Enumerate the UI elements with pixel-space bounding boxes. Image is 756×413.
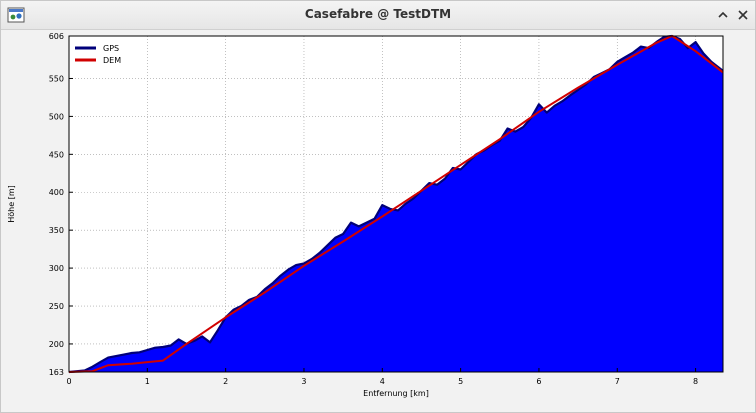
x-tick-label: 1 [145, 377, 150, 386]
legend-gps-label: GPS [103, 44, 119, 53]
legend-dem-label: DEM [103, 56, 121, 65]
y-tick-label: 450 [49, 150, 64, 159]
y-tick-label: 606 [49, 32, 64, 41]
y-tick-label: 350 [49, 226, 64, 235]
y-tick-label: 300 [49, 264, 64, 273]
x-tick-label: 6 [536, 377, 541, 386]
y-tick-label: 400 [49, 188, 64, 197]
x-tick-label: 2 [223, 377, 228, 386]
gps-area-fill [69, 36, 723, 372]
x-tick-label: 7 [615, 377, 620, 386]
x-tick-label: 0 [66, 377, 71, 386]
y-tick-label: 200 [49, 340, 64, 349]
x-tick-label: 3 [301, 377, 306, 386]
app-icon [7, 7, 25, 23]
chart-area: 0 1 2 3 4 5 6 7 8 163 200 250 300 350 400 450 500 550 606… [2, 30, 754, 412]
close-button[interactable] [735, 7, 751, 23]
chevron-up-icon [718, 11, 728, 18]
y-tick-label: 550 [49, 74, 64, 83]
x-tick-label: 5 [458, 377, 463, 386]
y-axis-label: Höhe [m] [7, 185, 16, 222]
window-title: Casefabre @ TestDTM [304, 7, 452, 21]
x-axis-label: Entfernung [km] [363, 389, 429, 398]
plot-frame [68, 35, 724, 373]
x-tick-label: 8 [693, 377, 698, 386]
y-axis-ticks: 163 200 250 300 350 400 450 500 550 606 [49, 32, 73, 377]
x-axis-ticks: 0 1 2 3 4 5 6 7 8 [66, 368, 698, 386]
y-tick-label: 163 [49, 368, 64, 377]
legend: GPS DEM [75, 44, 121, 65]
close-icon [738, 10, 748, 20]
elevation-profile-chart: 0 1 2 3 4 5 6 7 8 163 200 250 300 350 400 450 500 550 606… [7, 32, 724, 398]
collapse-button[interactable] [715, 7, 731, 23]
dem-series-line [68, 35, 724, 373]
title-bar[interactable]: Casefabre @ TestDTM [1, 1, 755, 30]
y-tick-label: 500 [49, 112, 64, 121]
x-tick-label: 4 [380, 377, 385, 386]
y-tick-label: 250 [49, 302, 64, 311]
